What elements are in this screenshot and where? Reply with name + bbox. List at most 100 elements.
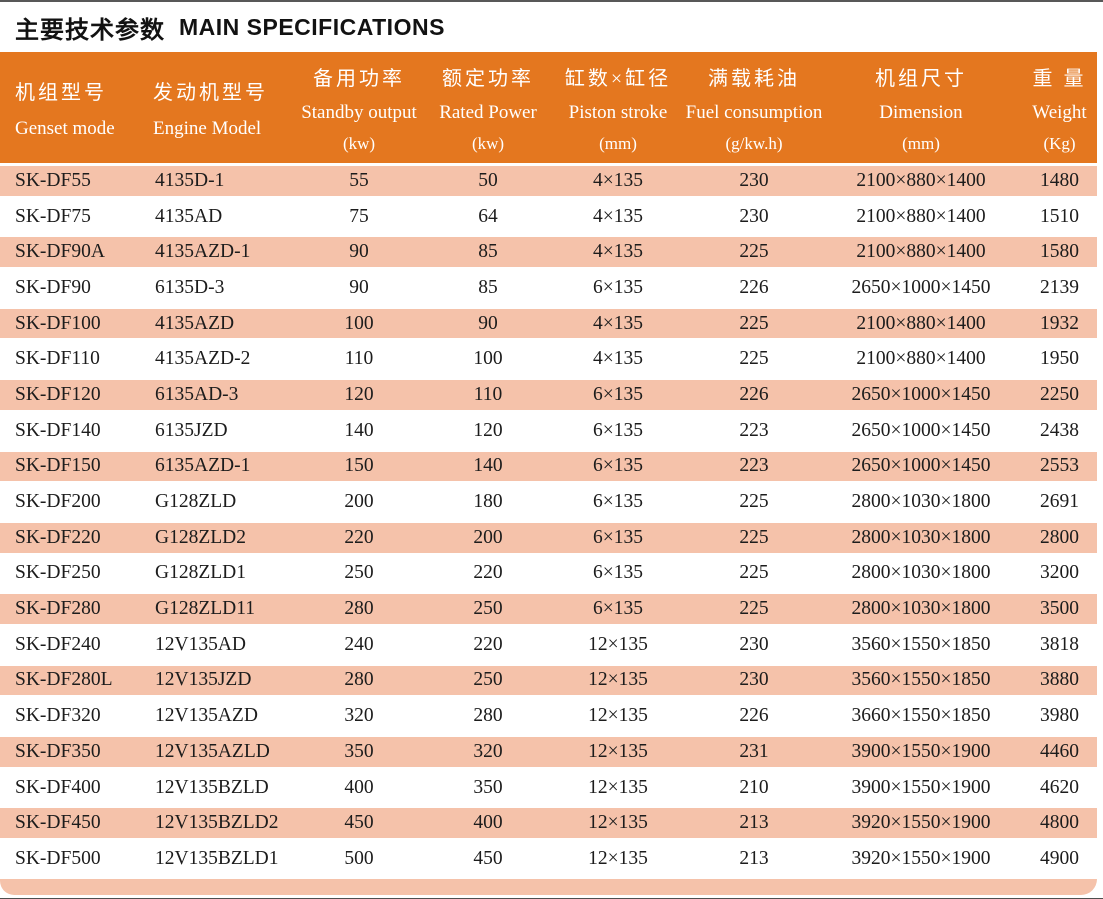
cell: 4800: [1040, 812, 1079, 834]
cell: 12V135AZD: [155, 705, 258, 727]
table-row: SK-DF280 G128ZLD11 280 250 6×135 225 2800×1030…: [0, 591, 1097, 627]
cell: 230: [739, 169, 769, 191]
cell: 12×135: [588, 705, 648, 727]
cell: 2553: [1040, 455, 1079, 477]
cell: 6135D-3: [155, 276, 225, 298]
cell: 2100×880×1400: [856, 348, 986, 370]
top-rule: [0, 0, 1103, 2]
column-header-chinese: 满载耗油: [708, 68, 800, 90]
column-header-chinese: 重 量: [1032, 68, 1087, 90]
cell: 12×135: [588, 669, 648, 691]
column-header-chinese: 机组尺寸: [875, 68, 967, 90]
cell: 250: [473, 598, 503, 620]
cell: 450: [344, 812, 374, 834]
cell: SK-DF450: [15, 812, 101, 834]
table-row: SK-DF250 G128ZLD1 250 220 6×135 225 2800×1030×…: [0, 556, 1097, 592]
cell: 100: [473, 348, 503, 370]
table-row: SK-DF120 6135AD-3 120 110 6×135 226 2650×1000×…: [0, 377, 1097, 413]
cell: G128ZLD: [155, 491, 237, 513]
table-row: SK-DF90 6135D-3 90 85 6×135 226 2650×1000×1450…: [0, 270, 1097, 306]
column-header-english: Weight: [1032, 101, 1087, 123]
cell: 223: [739, 455, 769, 477]
cell: SK-DF75: [15, 205, 91, 227]
cell: 2800: [1040, 526, 1079, 548]
table-row: SK-DF75 4135AD 75 64 4×135 230 2100×880×1400 15…: [0, 199, 1097, 235]
cell: 140: [344, 419, 374, 441]
cell: 180: [473, 491, 503, 513]
table-row: SK-DF100 4135AZD 100 90 4×135 225 2100×880×140…: [0, 305, 1097, 342]
column-header-chinese: 额定功率: [442, 68, 534, 90]
cell: SK-DF500: [15, 847, 101, 869]
cell: 6×135: [593, 491, 643, 513]
spec-table: 机组型号 Genset mode 发动机型号 Engine Model 备用功率 Stan…: [0, 52, 1097, 877]
cell: 1480: [1040, 169, 1079, 191]
column-header: 重 量 Weight (Kg): [1022, 52, 1097, 163]
column-header: 备用功率 Standby output (kw): [290, 52, 428, 163]
cell: 6×135: [593, 455, 643, 477]
cell: 6×135: [593, 383, 643, 405]
cell: 12V135AD: [155, 633, 246, 655]
cell: 225: [739, 241, 769, 263]
table-row: SK-DF90A 4135AZD-1 90 85 4×135 225 2100×880×14…: [0, 234, 1097, 271]
cell: 4460: [1040, 740, 1079, 762]
cell: 2100×880×1400: [856, 312, 986, 334]
cell: 2650×1000×1450: [851, 383, 991, 405]
table-row: SK-DF450 12V135BZLD2 450 400 12×135 213 3920×1…: [0, 805, 1097, 842]
cell: 55: [349, 169, 369, 191]
cell: SK-DF110: [15, 348, 100, 370]
column-header-unit: (mm): [599, 134, 637, 153]
footer-bar: [0, 878, 1097, 895]
cell: G128ZLD11: [155, 598, 256, 620]
cell: 225: [739, 562, 769, 584]
cell: 1510: [1040, 205, 1079, 227]
cell: 280: [344, 598, 374, 620]
cell: 2438: [1040, 419, 1079, 441]
cell: 4620: [1040, 776, 1079, 798]
bottom-rule: [0, 897, 1103, 899]
cell: 220: [473, 562, 503, 584]
cell: 12V135AZLD: [155, 740, 270, 762]
cell: 85: [478, 241, 498, 263]
table-row: SK-DF350 12V135AZLD 350 320 12×135 231 3900×15…: [0, 734, 1097, 770]
cell: 3660×1550×1850: [851, 705, 991, 727]
cell: SK-DF280L: [15, 669, 113, 691]
cell: 90: [478, 312, 498, 334]
column-header-unit: (Kg): [1043, 134, 1076, 153]
cell: 231: [739, 740, 769, 762]
cell: 213: [739, 847, 769, 869]
cell: 6135AZD-1: [155, 455, 251, 477]
cell: 4135AZD-1: [155, 241, 251, 263]
cell: 210: [739, 776, 769, 798]
cell: 12×135: [588, 847, 648, 869]
cell: 2650×1000×1450: [851, 276, 991, 298]
cell: 2250: [1040, 383, 1079, 405]
cell: 225: [739, 312, 769, 334]
cell: 110: [473, 383, 503, 405]
cell: SK-DF350: [15, 740, 101, 762]
cell: SK-DF140: [15, 419, 101, 441]
table-row: SK-DF500 12V135BZLD1 500 450 12×135 213 3920×1…: [0, 841, 1097, 877]
cell: 4135AZD: [155, 312, 235, 334]
cell: 12V135BZLD1: [155, 847, 279, 869]
cell: 90: [349, 241, 369, 263]
cell: 1950: [1040, 348, 1079, 370]
cell: 225: [739, 526, 769, 548]
column-header: 额定功率 Rated Power (kw): [428, 52, 548, 163]
column-header-chinese: 机组型号: [15, 81, 107, 104]
cell: 320: [473, 740, 503, 762]
cell: 226: [739, 383, 769, 405]
column-header-english: Standby output: [301, 101, 417, 123]
cell: 2100×880×1400: [856, 169, 986, 191]
column-header-unit: (g/kw.h): [725, 134, 783, 153]
column-header-english: Genset mode: [15, 118, 115, 140]
cell: 6×135: [593, 526, 643, 548]
cell: SK-DF400: [15, 776, 101, 798]
page-title-chinese: 主要技术参数: [15, 16, 165, 44]
cell: 230: [739, 669, 769, 691]
cell: 110: [344, 348, 374, 370]
cell: SK-DF240: [15, 633, 101, 655]
column-header: 发动机型号 Engine Model: [140, 52, 290, 163]
cell: 226: [739, 276, 769, 298]
table-row: SK-DF320 12V135AZD 320 280 12×135 226 3660×155…: [0, 698, 1097, 734]
cell: 6135JZD: [155, 419, 228, 441]
